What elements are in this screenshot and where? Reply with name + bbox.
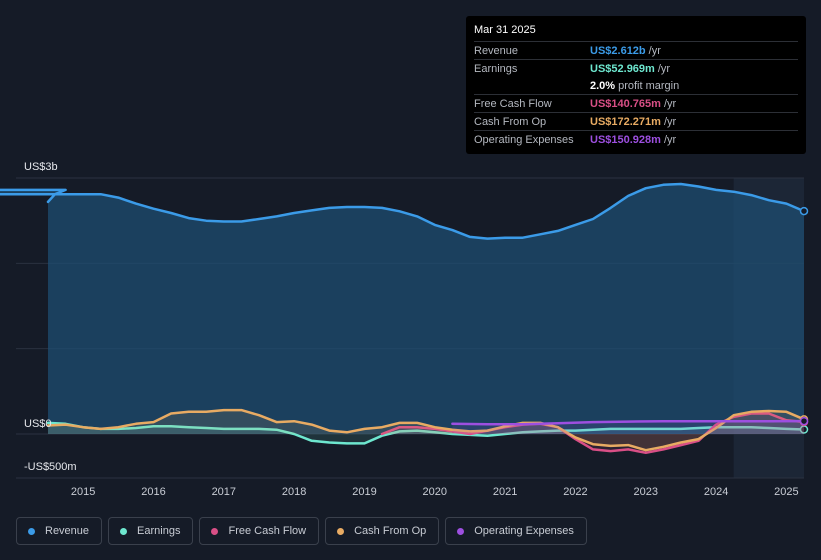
tooltip-row-value: US$52.969m (590, 63, 655, 75)
legend-dot-icon (28, 528, 35, 535)
tooltip-row-value: US$150.928m (590, 134, 661, 146)
tooltip-row-label: Operating Expenses (474, 134, 590, 146)
legend-label: Free Cash Flow (228, 525, 306, 537)
x-tick-label: 2021 (493, 486, 517, 498)
x-tick-label: 2017 (212, 486, 236, 498)
x-tick-label: 2020 (423, 486, 447, 498)
legend-dot-icon (457, 528, 464, 535)
x-tick-label: 2016 (141, 486, 165, 498)
x-tick-label: 2015 (71, 486, 95, 498)
legend-item-cash-from-op[interactable]: Cash From Op (325, 517, 439, 545)
tooltip-row-unit: /yr (658, 63, 670, 75)
series-group (0, 184, 808, 453)
tooltip-row-label: Cash From Op (474, 116, 590, 128)
x-tick-label: 2022 (563, 486, 587, 498)
y-tick-label: -US$500m (24, 461, 77, 473)
tooltip-row-unit: /yr (664, 98, 676, 110)
tooltip-row: Operating Expenses US$150.928m/yr (474, 130, 798, 148)
tooltip-row-label: Earnings (474, 63, 590, 75)
tooltip-row-label: Revenue (474, 45, 590, 57)
x-tick-label: 2025 (774, 486, 798, 498)
legend-dot-icon (337, 528, 344, 535)
tooltip-row-unit: /yr (664, 134, 676, 146)
tooltip-row-unit: /yr (649, 45, 661, 57)
legend-item-revenue[interactable]: Revenue (16, 517, 102, 545)
tooltip-date: Mar 31 2025 (474, 24, 798, 36)
tooltip-row-value: US$140.765m (590, 98, 661, 110)
legend-label: Revenue (45, 525, 89, 537)
x-tick-label: 2018 (282, 486, 306, 498)
tooltip-row: 2.0% profit margin (474, 77, 798, 94)
tooltip-row-value: US$2.612b (590, 45, 646, 57)
tooltip-row: Cash From Op US$172.271m/yr (474, 112, 798, 130)
tooltip-row-value: US$172.271m (590, 116, 661, 128)
legend-label: Earnings (137, 525, 180, 537)
legend-dot-icon (120, 528, 127, 535)
tooltip-row-label: Free Cash Flow (474, 98, 590, 110)
tooltip-row-unit: /yr (664, 116, 676, 128)
y-tick-label: US$3b (24, 161, 58, 173)
legend-item-operating-expenses[interactable]: Operating Expenses (445, 517, 587, 545)
legend-item-free-cash-flow[interactable]: Free Cash Flow (199, 517, 319, 545)
legend-label: Operating Expenses (474, 525, 574, 537)
legend-item-earnings[interactable]: Earnings (108, 517, 193, 545)
operating-expenses-endpoint (801, 418, 808, 425)
tooltip-row-value: 2.0% (590, 80, 615, 92)
x-tick-label: 2019 (352, 486, 376, 498)
legend: Revenue Earnings Free Cash Flow Cash From O… (16, 517, 587, 545)
tooltip-row: Earnings US$52.969m/yr (474, 59, 798, 77)
x-tick-label: 2024 (704, 486, 728, 498)
legend-dot-icon (211, 528, 218, 535)
tooltip-row-unit: profit margin (618, 80, 679, 92)
legend-label: Cash From Op (354, 525, 426, 537)
tooltip-row: Free Cash Flow US$140.765m/yr (474, 94, 798, 112)
data-tooltip: Mar 31 2025 Revenue US$2.612b/yr Earnings U… (466, 16, 806, 154)
revenue-area (0, 184, 804, 434)
x-tick-label: 2023 (634, 486, 658, 498)
tooltip-row: Revenue US$2.612b/yr (474, 41, 798, 59)
revenue-endpoint (801, 208, 808, 215)
y-tick-label: US$0 (24, 418, 52, 430)
